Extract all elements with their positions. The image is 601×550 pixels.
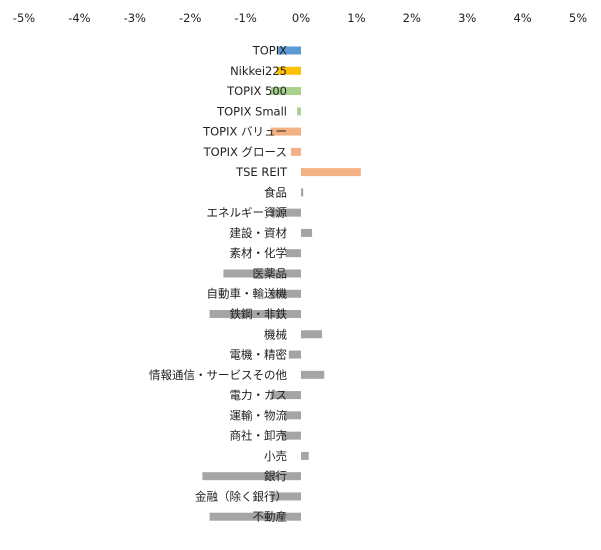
x-tick-label: -3%: [124, 11, 146, 25]
category-label: エネルギー資源: [207, 206, 288, 220]
category-label: 銀行: [264, 469, 287, 483]
category-label: 鉄鋼・非鉄: [230, 307, 288, 321]
bar: [301, 370, 325, 379]
bar: [202, 472, 301, 481]
x-tick-label: 3%: [458, 11, 476, 25]
x-tick-label: 2%: [403, 11, 421, 25]
x-tick-label: -1%: [234, 11, 256, 25]
x-tick-label: 5%: [569, 11, 587, 25]
bar: [270, 492, 301, 501]
x-tick-label: -5%: [13, 11, 35, 25]
bar: [276, 66, 301, 75]
bar: [270, 289, 301, 298]
category-label: 商社・卸売: [230, 429, 288, 443]
bar: [270, 127, 301, 136]
bar: [301, 168, 361, 177]
bar: [301, 188, 304, 197]
x-tick-label: 0%: [292, 11, 310, 25]
x-tick-labels-layer: -5% -4% -3% -2% -1% 0% 1% 2% 3% 4% 5%: [13, 11, 587, 25]
bar: [284, 411, 301, 420]
category-label: TOPIX グロース: [203, 145, 287, 159]
bar: [270, 391, 301, 400]
category-label: 情報通信・サービスその他: [149, 368, 287, 382]
x-tick-label: -2%: [179, 11, 201, 25]
bar: [301, 228, 313, 237]
category-label: 機械: [264, 327, 287, 341]
bar: [270, 87, 301, 96]
bar: [301, 330, 323, 339]
bar: [297, 107, 301, 116]
bar: [285, 249, 301, 258]
bar: [209, 512, 301, 521]
x-tick-label: 4%: [513, 11, 531, 25]
bar: [291, 147, 301, 156]
category-label: TOPIX 500: [226, 84, 287, 98]
bar: [288, 350, 301, 359]
category-label: 医薬品: [253, 266, 288, 280]
category-label: 電力・ガス: [230, 388, 288, 402]
category-label: 小売: [264, 449, 287, 463]
category-label: 食品: [264, 185, 287, 199]
x-tick-label: 1%: [347, 11, 365, 25]
category-label: 電機・精密: [230, 348, 288, 362]
bar: [270, 208, 301, 217]
x-tick-label: -4%: [68, 11, 90, 25]
bar: [209, 310, 301, 319]
category-label: 建設・資材: [230, 226, 288, 240]
bar: [223, 269, 301, 278]
bar: [281, 431, 301, 440]
category-label: 運輸・物流: [230, 408, 288, 422]
bar: [301, 451, 309, 460]
category-label: 自動車・輸送機: [207, 287, 288, 301]
category-label: TOPIX: [252, 44, 287, 58]
category-labels-layer: TOPIX Nikkei225 TOPIX 500 TOPIX Small TOPIX …: [149, 44, 288, 524]
category-label: TSE REIT: [235, 165, 288, 179]
category-label: 不動産: [253, 510, 288, 524]
category-label: TOPIX Small: [216, 104, 287, 118]
category-label: 金融（除く銀行）: [195, 489, 287, 503]
category-label: 素材・化学: [230, 246, 288, 260]
bar: [277, 46, 301, 55]
bars-layer: [202, 46, 361, 521]
category-label: Nikkei225: [230, 64, 287, 78]
category-label: TOPIX バリュー: [202, 125, 287, 139]
